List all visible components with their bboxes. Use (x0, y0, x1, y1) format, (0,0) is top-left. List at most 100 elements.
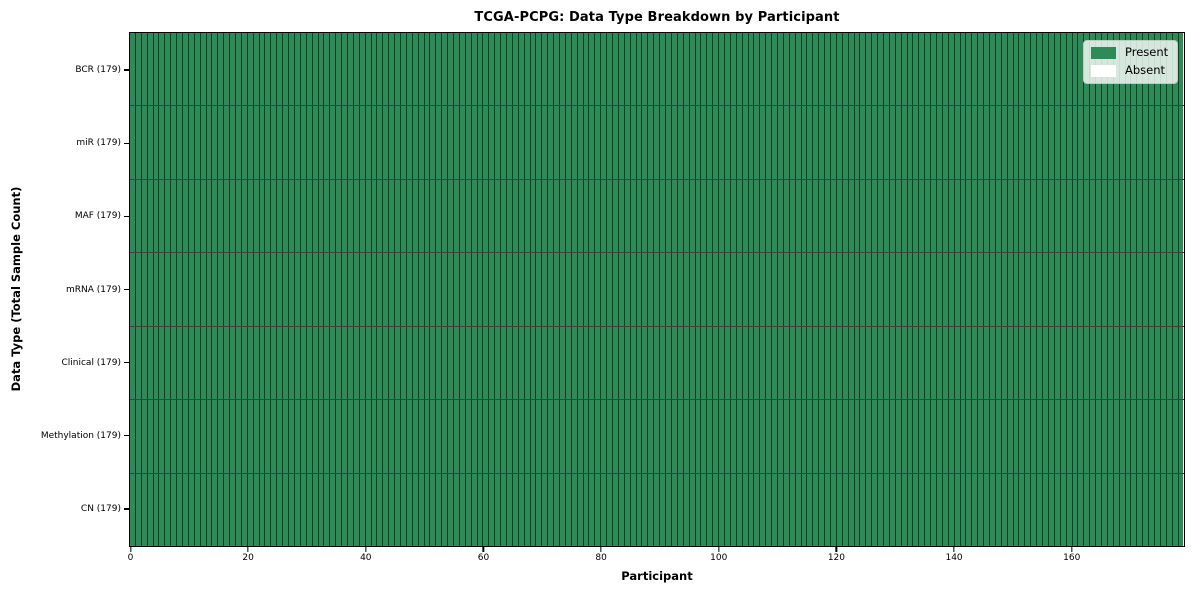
heatmap-cell (978, 179, 985, 253)
heatmap-cell (730, 179, 737, 253)
heatmap-cell (954, 326, 961, 400)
heatmap-cell (748, 473, 755, 546)
heatmap-cell (760, 400, 767, 473)
heatmap-cell (1025, 179, 1032, 253)
heatmap-cell (159, 253, 166, 326)
heatmap-cell (171, 179, 178, 253)
heatmap-cell (1007, 106, 1014, 179)
heatmap-cell (654, 253, 661, 326)
heatmap-cell (418, 179, 425, 253)
heatmap-cell (418, 253, 425, 326)
heatmap-cell (789, 253, 796, 326)
heatmap-row (130, 473, 1184, 546)
heatmap-cell (560, 253, 566, 326)
heatmap-cell (218, 179, 225, 253)
heatmap-cell (1160, 326, 1167, 400)
heatmap-cell (601, 179, 608, 253)
heatmap-cell (230, 106, 237, 179)
heatmap-cell (848, 326, 855, 400)
heatmap-cell (1054, 253, 1061, 326)
heatmap-cell (430, 106, 437, 179)
heatmap-cell (483, 326, 490, 400)
heatmap-cell (960, 253, 967, 326)
heatmap-cell (589, 33, 596, 106)
heatmap-cell (671, 106, 678, 179)
heatmap-cell (842, 473, 849, 546)
heatmap-cell (854, 253, 861, 326)
heatmap-cell (1001, 179, 1008, 253)
heatmap-cell (948, 33, 955, 106)
heatmap-cell (990, 179, 996, 253)
heatmap-cell (1143, 326, 1150, 400)
heatmap-cell (218, 33, 225, 106)
heatmap-cell (512, 33, 519, 106)
heatmap-cell (442, 253, 449, 326)
heatmap-cell (383, 253, 390, 326)
x-tick-label: 160 (1063, 553, 1081, 563)
heatmap-cell (937, 473, 943, 546)
heatmap-cell (613, 400, 619, 473)
legend-entry: Absent (1091, 65, 1168, 77)
heatmap-cell (919, 473, 926, 546)
heatmap-cell (477, 473, 484, 546)
y-tick-mark (124, 361, 129, 364)
heatmap-cell (395, 326, 401, 400)
heatmap-cell (177, 253, 184, 326)
heatmap-cell (318, 179, 325, 253)
heatmap-cell (271, 400, 278, 473)
heatmap-cell (913, 473, 920, 546)
heatmap-cell (265, 326, 272, 400)
heatmap-cell (577, 326, 584, 400)
heatmap-cell (766, 106, 773, 179)
heatmap-cell (230, 33, 237, 106)
heatmap-cell (200, 33, 207, 106)
heatmap-cell (719, 253, 725, 326)
heatmap-cell (442, 326, 449, 400)
heatmap-cell (247, 473, 254, 546)
heatmap-cell (359, 253, 366, 326)
heatmap-cell (236, 326, 242, 400)
heatmap-cell (188, 33, 195, 106)
heatmap-cell (230, 400, 237, 473)
heatmap-cell (825, 179, 831, 253)
heatmap-cell (471, 179, 478, 253)
heatmap-cell (1101, 326, 1108, 400)
heatmap-cell (206, 473, 213, 546)
heatmap-cell (742, 326, 749, 400)
heatmap-cell (889, 326, 896, 400)
heatmap-cell (247, 253, 254, 326)
heatmap-cell (736, 400, 743, 473)
heatmap-cell (878, 33, 884, 106)
heatmap-cell (766, 33, 773, 106)
heatmap-cell (937, 253, 943, 326)
heatmap-cell (984, 106, 991, 179)
heatmap-cell (1007, 326, 1014, 400)
heatmap-cell (819, 106, 826, 179)
heatmap-cell (707, 106, 714, 179)
heatmap-cell (1019, 253, 1026, 326)
heatmap-cell (530, 473, 537, 546)
heatmap-cell (383, 106, 390, 179)
heatmap-cell (589, 179, 596, 253)
heatmap-cell (660, 473, 667, 546)
heatmap-cell (259, 326, 266, 400)
heatmap-cell (218, 253, 225, 326)
heatmap-cell (777, 179, 784, 253)
heatmap-cell (889, 253, 896, 326)
heatmap-cell (760, 253, 767, 326)
heatmap-cell (188, 253, 195, 326)
heatmap-cell (636, 253, 643, 326)
heatmap-cell (654, 33, 661, 106)
heatmap-cell (565, 473, 572, 546)
heatmap-cell (1078, 400, 1085, 473)
heatmap-cell (353, 106, 360, 179)
heatmap-cell (872, 473, 879, 546)
heatmap-cell (819, 33, 826, 106)
heatmap-cell (565, 400, 572, 473)
legend-swatch-present (1091, 47, 1116, 59)
heatmap-cell (884, 326, 890, 400)
heatmap-cell (842, 253, 849, 326)
heatmap-cell (1066, 106, 1073, 179)
heatmap-cell (772, 253, 778, 326)
heatmap-cell (507, 253, 513, 326)
